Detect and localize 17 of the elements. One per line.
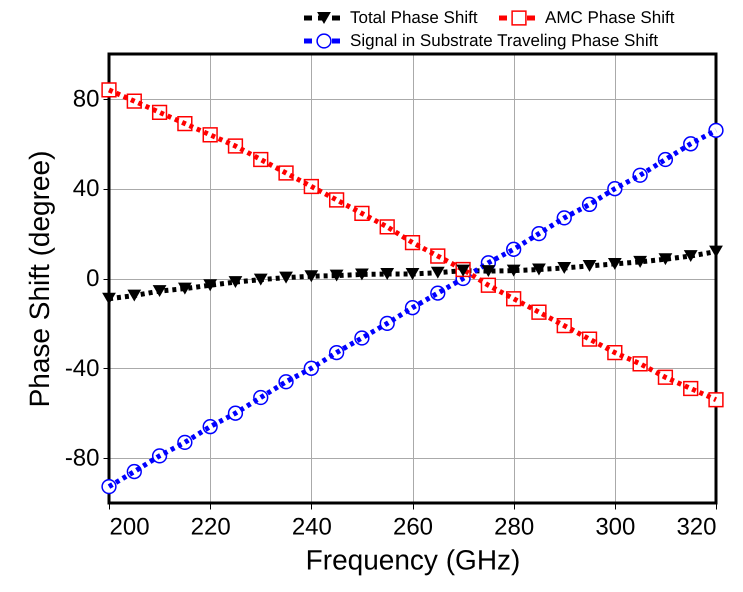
- y-tick-label: 80: [72, 85, 100, 112]
- x-axis-title: Frequency (GHz): [306, 544, 520, 576]
- legend-label: AMC Phase Shift: [545, 8, 675, 27]
- x-tick-label: 320: [676, 514, 716, 540]
- y-tick-label: -40: [64, 354, 100, 382]
- legend-label: Total Phase Shift: [350, 8, 478, 27]
- y-axis-title: Phase Shift (degree): [24, 150, 55, 408]
- x-tick-label: 200: [110, 514, 150, 540]
- x-tick-label: 260: [392, 514, 434, 540]
- x-tick-label: 220: [190, 514, 231, 540]
- y-tick-label: -80: [64, 444, 100, 472]
- x-tick-label: 300: [595, 514, 636, 540]
- x-tick-label: 240: [292, 514, 332, 540]
- legend-label: Signal in Substrate Traveling Phase Shift: [350, 31, 658, 50]
- x-tick-label: 280: [494, 514, 534, 540]
- y-tick-label: 0: [86, 265, 100, 292]
- y-tick-label: 40: [72, 175, 100, 202]
